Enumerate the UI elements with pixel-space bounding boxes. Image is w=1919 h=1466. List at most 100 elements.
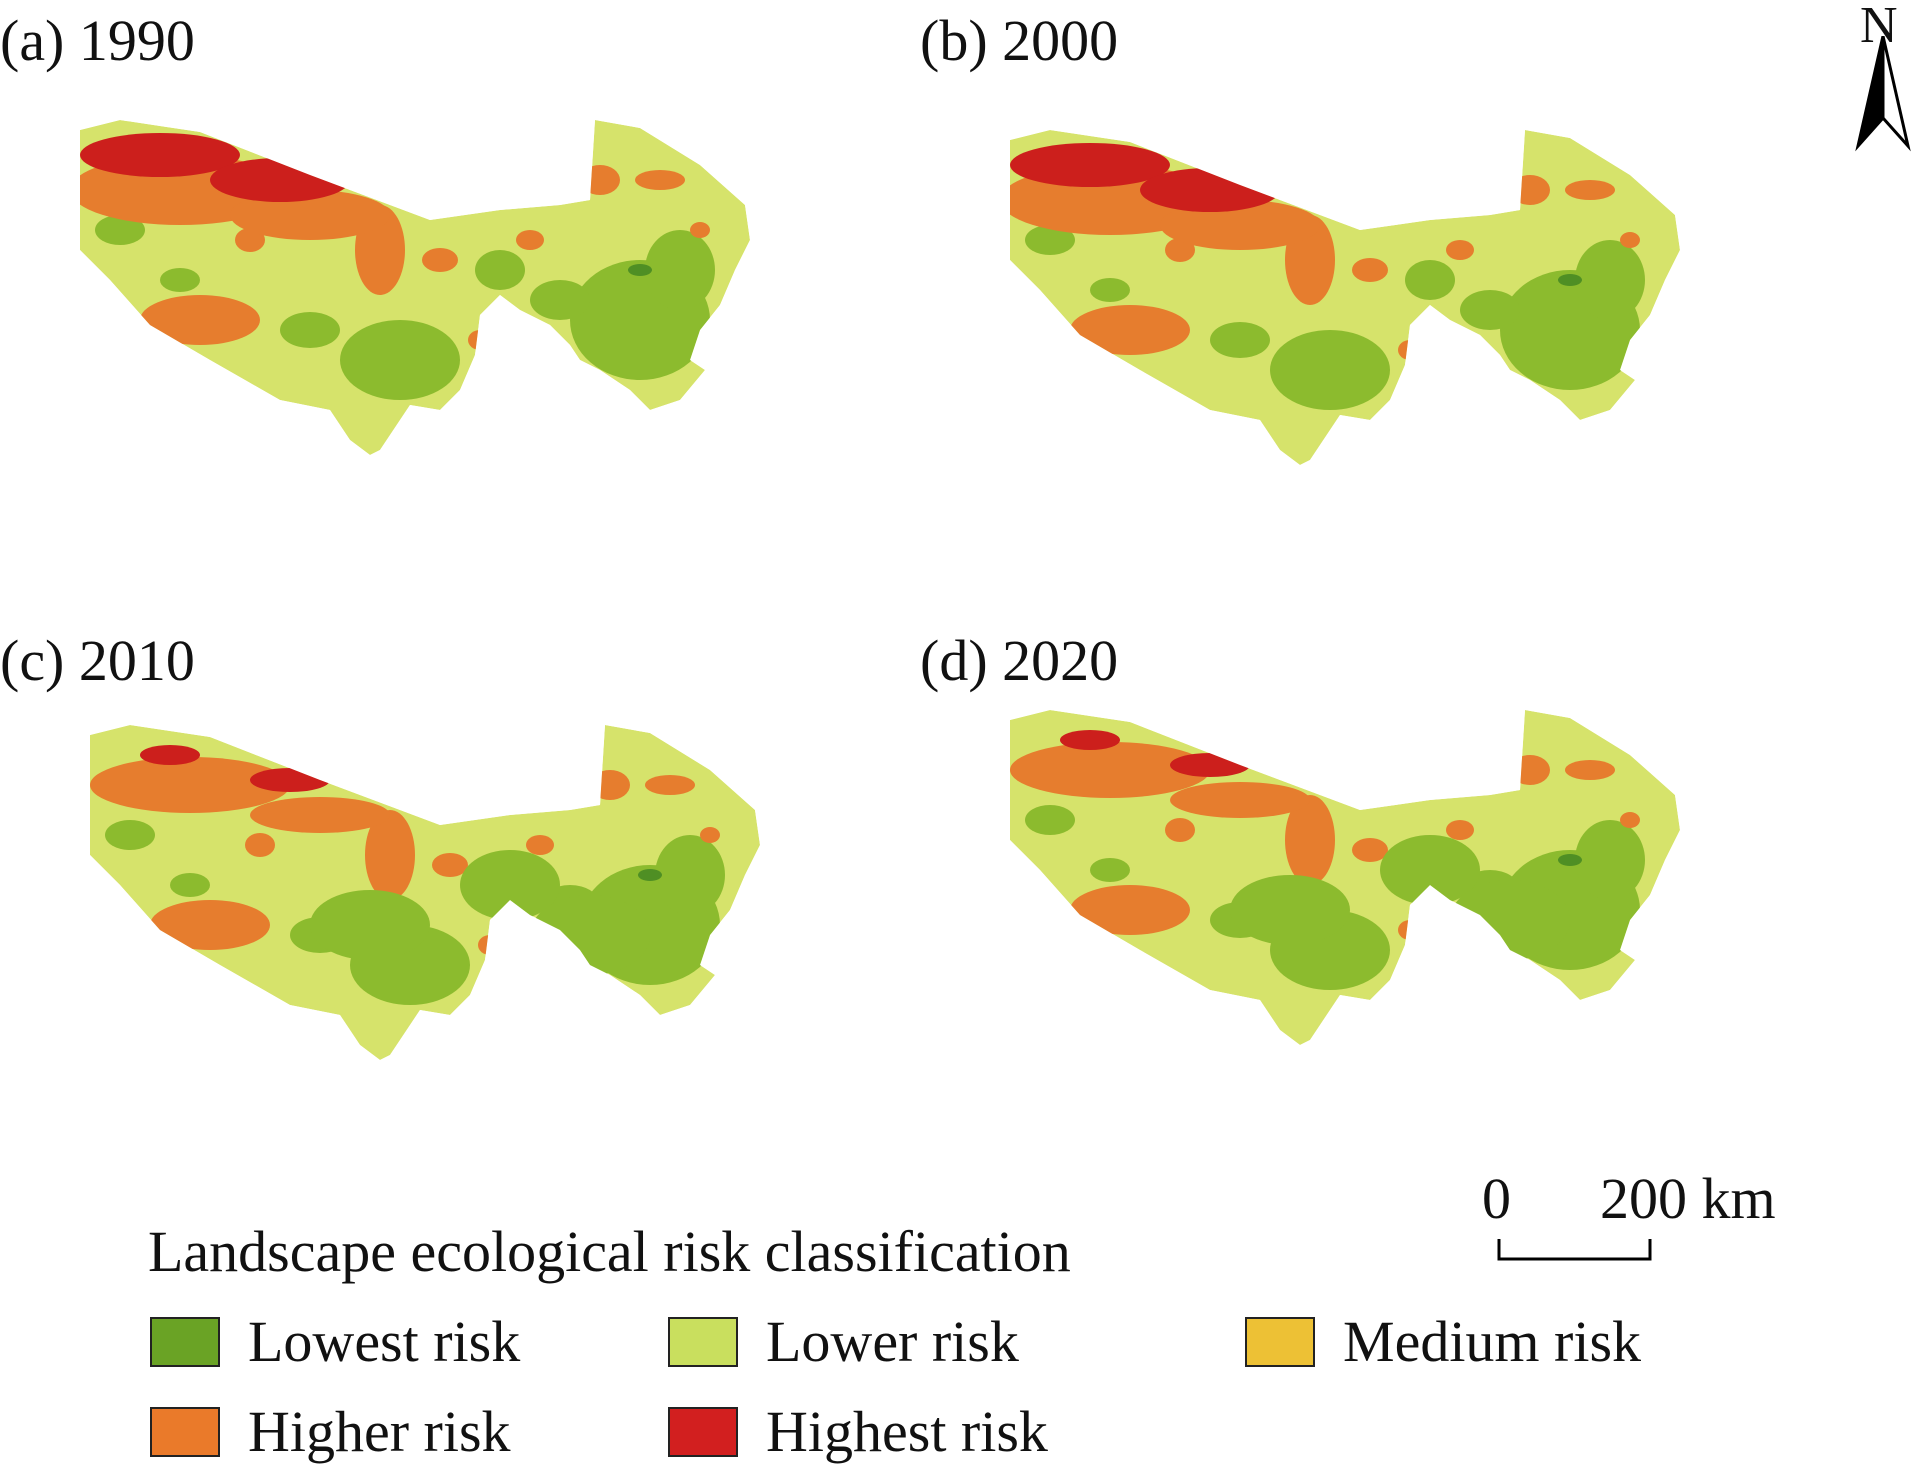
- risk-patch-lowest: [160, 268, 200, 292]
- risk-patch-higher: [422, 248, 458, 272]
- risk-patch-higher: [1620, 812, 1640, 828]
- risk-patch-higher: [1285, 795, 1335, 885]
- risk-patch-lowest: [1230, 875, 1350, 945]
- risk-patch-highest: [1140, 168, 1280, 212]
- risk-patch-higher: [590, 770, 630, 800]
- risk-patch-higher: [1398, 340, 1422, 360]
- risk-patch-higher: [230, 190, 390, 240]
- risk-patch-lowest: [1575, 820, 1645, 900]
- legend-item-medium: Medium risk: [1245, 1313, 1641, 1371]
- north-arrow-icon: [1855, 36, 1911, 152]
- legend-swatch-lower: [668, 1317, 738, 1367]
- risk-patch-higher: [1510, 755, 1550, 785]
- risk-patch-higher: [1565, 760, 1615, 780]
- risk-patch-lowest: [1210, 322, 1270, 358]
- risk-patch-higher: [1010, 742, 1210, 798]
- risk-patch-higher: [150, 900, 270, 950]
- risk-patch-higher: [1070, 305, 1190, 355]
- risk-patch-higher: [1160, 200, 1320, 250]
- risk-patch-lowest: [95, 215, 145, 245]
- risk-patch-higher: [645, 775, 695, 795]
- risk-patch-higher: [250, 797, 390, 833]
- risk-patch-higher: [635, 170, 685, 190]
- risk-patch-lowest: [530, 280, 590, 320]
- risk-patch-lowest: [460, 850, 560, 920]
- panel-label-a: (a) 1990: [0, 8, 195, 73]
- risk-patch-deep_green: [1558, 274, 1582, 286]
- risk-patch-lowest: [1025, 805, 1075, 835]
- risk-patch-lowest: [340, 320, 460, 400]
- risk-patch-higher: [1446, 820, 1474, 840]
- legend-label: Medium risk: [1343, 1309, 1642, 1374]
- risk-patch-highest: [210, 158, 350, 202]
- north-arrow: N: [1848, 0, 1918, 155]
- scale-end-label: 200 km: [1600, 1166, 1776, 1231]
- risk-patch-higher: [700, 827, 720, 843]
- risk-patch-higher: [432, 853, 468, 877]
- risk-patch-lowest: [645, 230, 715, 310]
- scale-bar: [1497, 1239, 1652, 1261]
- risk-patch-deep_green: [628, 264, 652, 276]
- risk-patch-higher: [365, 810, 415, 900]
- legend-swatch-highest: [668, 1407, 738, 1457]
- risk-patch-higher: [1398, 920, 1422, 940]
- risk-patch-lowest: [280, 312, 340, 348]
- legend-item-lower: Lower risk: [668, 1313, 1019, 1371]
- risk-patch-lowest: [170, 873, 210, 897]
- legend-swatch-lowest: [150, 1317, 220, 1367]
- legend-item-highest: Highest risk: [668, 1403, 1048, 1461]
- risk-map-2010: [90, 725, 760, 1060]
- risk-patch-lowest: [310, 890, 430, 960]
- legend-label: Lower risk: [766, 1309, 1019, 1374]
- risk-patch-lowest: [1380, 835, 1480, 905]
- risk-patch-highest: [1060, 730, 1120, 750]
- risk-patch-higher: [90, 757, 290, 813]
- risk-patch-higher: [1565, 180, 1615, 200]
- risk-patch-lowest: [655, 835, 725, 915]
- risk-patch-highest: [1170, 753, 1250, 777]
- risk-patch-higher: [516, 230, 544, 250]
- risk-patch-lowest: [1575, 240, 1645, 320]
- legend-label: Highest risk: [766, 1399, 1048, 1464]
- risk-patch-deep_green: [638, 869, 662, 881]
- panel-label-b: (b) 2000: [920, 8, 1119, 73]
- north-label: N: [1860, 0, 1898, 54]
- legend-label: Lowest risk: [248, 1309, 521, 1374]
- risk-patch-lowest: [1405, 260, 1455, 300]
- risk-patch-higher: [478, 935, 502, 955]
- risk-patch-lowest: [1090, 858, 1130, 882]
- legend-label: Higher risk: [248, 1399, 511, 1464]
- risk-patch-higher: [235, 228, 265, 252]
- risk-patch-highest: [80, 133, 240, 177]
- risk-patch-higher: [1510, 175, 1550, 205]
- risk-patch-higher: [140, 295, 260, 345]
- risk-patch-lowest: [1090, 278, 1130, 302]
- risk-patch-higher: [1165, 818, 1195, 842]
- risk-patch-deep_green: [1558, 854, 1582, 866]
- legend-item-lowest: Lowest risk: [150, 1313, 520, 1371]
- risk-patch-higher: [468, 330, 492, 350]
- risk-patch-lowest: [105, 820, 155, 850]
- legend-title: Landscape ecological risk classification: [148, 1219, 1071, 1284]
- risk-patch-lowest: [1025, 225, 1075, 255]
- legend-swatch-higher: [150, 1407, 220, 1457]
- risk-patch-lowest: [1460, 290, 1520, 330]
- panel-label-d: (d) 2020: [920, 628, 1119, 693]
- risk-patch-lowest: [1450, 880, 1570, 960]
- risk-map-2000: [1010, 130, 1680, 465]
- risk-map-1990: [80, 120, 750, 455]
- risk-patch-highest: [140, 745, 200, 765]
- risk-patch-higher: [690, 222, 710, 238]
- risk-patch-highest: [1010, 143, 1170, 187]
- risk-patch-higher: [580, 165, 620, 195]
- risk-patch-higher: [526, 835, 554, 855]
- risk-patch-higher: [1070, 885, 1190, 935]
- risk-patch-higher: [1620, 232, 1640, 248]
- scale-start-label: 0: [1482, 1166, 1511, 1231]
- risk-patch-highest: [250, 768, 330, 792]
- risk-patch-lowest: [1270, 330, 1390, 410]
- risk-patch-higher: [1446, 240, 1474, 260]
- risk-patch-higher: [245, 833, 275, 857]
- risk-patch-higher: [1352, 258, 1388, 282]
- risk-patch-higher: [1352, 838, 1388, 862]
